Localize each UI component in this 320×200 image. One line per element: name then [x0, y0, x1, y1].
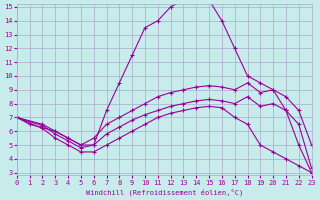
X-axis label: Windchill (Refroidissement éolien,°C): Windchill (Refroidissement éolien,°C): [85, 188, 243, 196]
